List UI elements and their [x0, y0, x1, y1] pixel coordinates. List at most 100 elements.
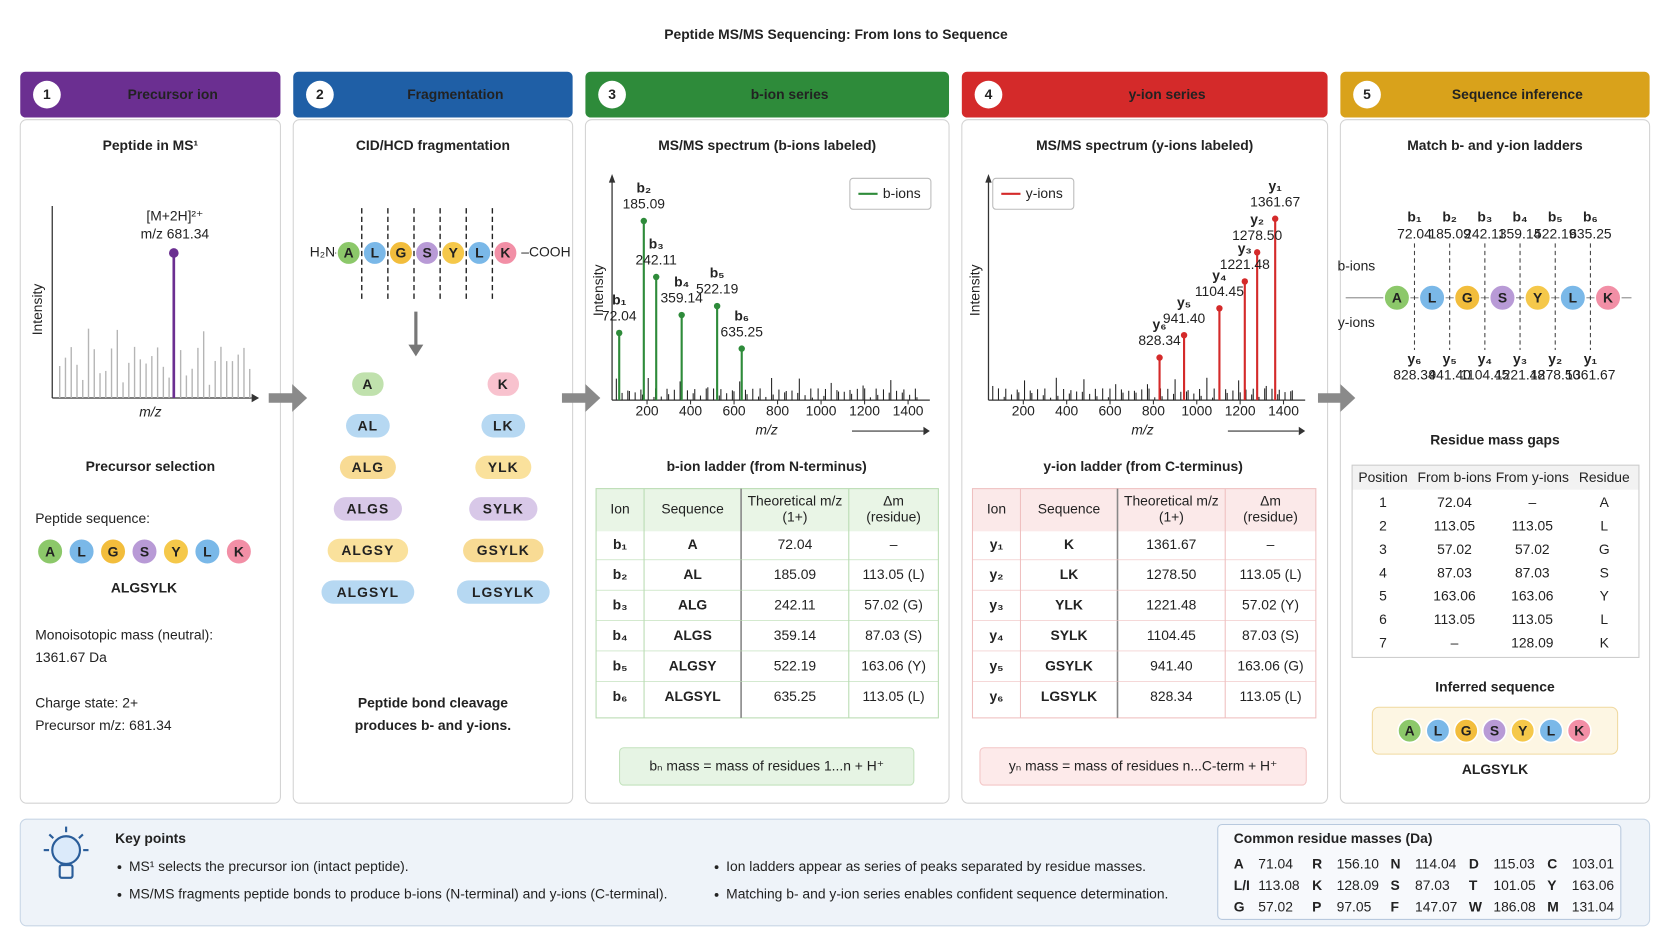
ladder-table-header	[972, 488, 1316, 532]
residue-mass: 114.04	[1415, 856, 1457, 872]
legend-label: b-ions	[883, 185, 921, 201]
residue-letter: Y	[1518, 722, 1528, 738]
c-terminus: –COOH	[521, 244, 570, 260]
gaps-cell: 4	[1379, 564, 1387, 580]
fragment-pill	[481, 413, 526, 438]
residue-mass: 113.08	[1258, 877, 1300, 893]
residue-circle	[336, 240, 362, 266]
residue-letter: L	[1569, 289, 1578, 305]
table-cell: ALGS	[673, 627, 712, 643]
panel-subtitle: Match b- and y-ion ladders	[1407, 137, 1583, 153]
axis-arrow	[608, 174, 616, 183]
ion-mz-label: 185.09	[623, 196, 666, 212]
ion-peak-dot	[1253, 249, 1261, 256]
ion-peak-dot	[1241, 278, 1248, 285]
residue-circle	[414, 240, 440, 266]
axis-direction-head	[1298, 426, 1306, 436]
fragment-pill	[475, 455, 532, 480]
y-axis-label: Intensity	[590, 264, 606, 316]
residue-letter: Y	[449, 245, 459, 261]
fragment-label: ALGS	[346, 501, 389, 517]
ion-peak-dot	[616, 329, 623, 337]
table-cell: 113.05 (L)	[863, 566, 925, 582]
gaps-cell: 6	[1379, 611, 1387, 627]
key-point: MS¹ selects the precursor ion (intact pe…	[129, 858, 409, 874]
flow-arrow-head	[1340, 384, 1356, 412]
gaps-table	[1351, 464, 1640, 658]
table-cell: 1361.67	[1146, 536, 1196, 552]
table-header: Theoretical m/z	[1124, 493, 1219, 509]
table-cell: y₅	[989, 657, 1003, 673]
table-cell: 941.40	[1150, 657, 1193, 673]
residue-mass: 186.08	[1493, 898, 1536, 914]
residue-code: A	[1234, 856, 1244, 872]
gaps-cell: S	[1600, 564, 1609, 580]
x-tick-label: 800	[1142, 403, 1165, 419]
ion-name: y₁	[1268, 177, 1282, 193]
x-tick-label: 600	[722, 403, 745, 419]
b-ion-name: b₅	[1548, 208, 1563, 224]
table-header: Theoretical m/z	[748, 493, 843, 509]
step-number: 5	[1363, 86, 1371, 102]
b-ion-value: 185.09	[1428, 225, 1471, 241]
step-badge	[33, 80, 61, 109]
residue-code: T	[1469, 877, 1478, 893]
formula-box	[619, 747, 915, 786]
x-tick-label: 400	[679, 403, 702, 419]
residue-circle	[1524, 284, 1552, 312]
key-points-title: Key points	[115, 830, 186, 846]
table-cell: –	[1267, 536, 1275, 552]
b-ion-value: 72.04	[1397, 225, 1432, 241]
x-tick-label: 1400	[893, 403, 924, 419]
panel-title: y-ion series	[1129, 86, 1206, 102]
residue-letter: Y	[1533, 289, 1543, 305]
b-ion-value: 522.19	[1534, 225, 1577, 241]
ion-mz-label: 1104.45	[1195, 283, 1244, 299]
residue-code: W	[1469, 898, 1483, 914]
fragment-pill	[321, 580, 415, 604]
ion-mz-label: 1361.67	[1250, 193, 1300, 209]
table-cell: 1104.45	[1147, 627, 1196, 643]
ladder-title: b-ion ladder (from N-terminus)	[667, 458, 867, 474]
residue-letter: Y	[171, 543, 181, 559]
table-header: (1+)	[1159, 509, 1184, 525]
fragment-pill	[339, 455, 396, 480]
ladder-table	[595, 488, 939, 719]
bulb-ray	[78, 833, 84, 839]
table-cell: 87.03 (S)	[865, 627, 922, 643]
residue-code: M	[1547, 898, 1559, 914]
ion-peak-dot	[678, 311, 685, 319]
ion-name: b₄	[674, 274, 689, 290]
panel-title: Sequence inference	[1452, 86, 1583, 102]
table-cell: 113.05 (L)	[863, 688, 925, 704]
ladder-title: y-ion ladder (from C-terminus)	[1043, 458, 1242, 474]
residue-mass: 131.04	[1572, 898, 1615, 914]
residue-circle	[388, 240, 414, 266]
step-number: 1	[43, 86, 51, 102]
residue-circle	[1488, 284, 1517, 312]
panel-header	[293, 71, 573, 118]
gaps-title: Residue mass gaps	[1430, 431, 1560, 447]
residue-circle	[1453, 284, 1481, 312]
fragment-pill	[327, 538, 409, 563]
x-tick-label: 1400	[1268, 403, 1299, 419]
axis-arrow	[251, 393, 260, 403]
gaps-cell: 57.02	[1437, 541, 1472, 557]
ion-name: y₄	[1212, 267, 1226, 283]
key-point: Ion ladders appear as series of peaks se…	[726, 858, 1146, 874]
table-cell: y₁	[990, 536, 1004, 552]
residue-circle	[492, 240, 518, 266]
page-title: Peptide MS/MS Sequencing: From Ions to S…	[664, 26, 1008, 42]
gaps-cell: –	[1451, 634, 1459, 650]
gaps-cell: Y	[1600, 588, 1609, 604]
table-cell: 359.14	[774, 627, 817, 643]
ion-peak-dot	[1156, 354, 1163, 361]
y-ion-row-label: y-ions	[1338, 314, 1375, 330]
panel-body	[1339, 119, 1651, 804]
table-cell: 1278.50	[1146, 566, 1196, 582]
residue-mass: 163.06	[1572, 877, 1615, 893]
gaps-cell: 72.04	[1437, 494, 1472, 510]
table-cell: 113.05 (L)	[1239, 688, 1301, 704]
gaps-cell: 87.03	[1515, 564, 1550, 580]
